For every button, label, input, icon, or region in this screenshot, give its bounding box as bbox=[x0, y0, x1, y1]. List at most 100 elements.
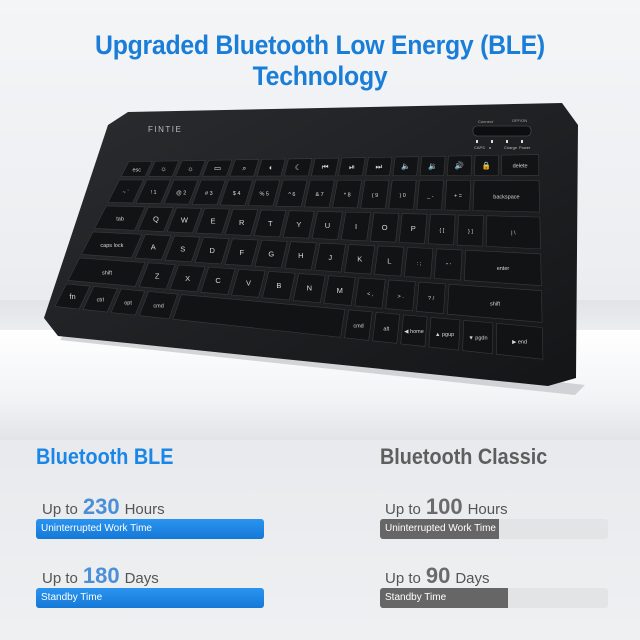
prefix: Up to bbox=[385, 570, 421, 587]
key-home[interactable] bbox=[400, 314, 428, 347]
key-f[interactable] bbox=[224, 238, 259, 267]
key-6[interactable] bbox=[276, 179, 308, 208]
key-r[interactable] bbox=[224, 208, 259, 236]
key-y[interactable] bbox=[282, 210, 315, 239]
key-alt[interactable] bbox=[372, 311, 401, 344]
key-s[interactable] bbox=[164, 235, 201, 263]
key-label: % 5 bbox=[260, 191, 269, 197]
key-[interactable] bbox=[338, 157, 366, 177]
key-label: N bbox=[307, 284, 312, 293]
key-label: ? / bbox=[428, 296, 435, 302]
key-backspace[interactable] bbox=[472, 179, 540, 213]
page-title: Upgraded Bluetooth Low Energy (BLE) Tech… bbox=[95, 30, 545, 91]
key-[interactable] bbox=[456, 214, 484, 247]
key-end[interactable] bbox=[495, 323, 544, 360]
key-n[interactable] bbox=[292, 273, 326, 304]
key-tab[interactable] bbox=[94, 205, 146, 231]
key-b[interactable] bbox=[261, 271, 296, 301]
key-cmd[interactable] bbox=[138, 291, 179, 320]
key-0[interactable] bbox=[388, 179, 417, 210]
key-7[interactable] bbox=[304, 179, 335, 208]
key-9[interactable] bbox=[360, 179, 390, 209]
key-x[interactable] bbox=[169, 264, 206, 293]
key-[interactable] bbox=[365, 156, 393, 177]
key-label: fn bbox=[69, 292, 75, 301]
key-3[interactable] bbox=[191, 179, 226, 206]
bar-label: Uninterrupted Work Time bbox=[41, 523, 152, 534]
key-[interactable] bbox=[392, 156, 419, 176]
key-[interactable] bbox=[229, 159, 260, 177]
key-g[interactable] bbox=[254, 239, 288, 269]
key-[interactable] bbox=[202, 159, 233, 177]
key-[interactable] bbox=[444, 179, 472, 211]
key-label: B bbox=[276, 281, 281, 290]
key-label: caps lock bbox=[100, 243, 123, 249]
key-w[interactable] bbox=[166, 207, 202, 234]
key-a[interactable] bbox=[134, 234, 172, 261]
indicator-light bbox=[476, 140, 478, 143]
key-4[interactable] bbox=[219, 179, 253, 206]
key-q[interactable] bbox=[137, 206, 174, 232]
key-[interactable] bbox=[256, 158, 286, 177]
key-m[interactable] bbox=[323, 275, 356, 306]
key-space[interactable] bbox=[172, 294, 346, 338]
key-delete[interactable] bbox=[501, 154, 540, 176]
key-8[interactable] bbox=[332, 179, 362, 209]
key-[interactable] bbox=[416, 281, 446, 315]
key-shift[interactable] bbox=[67, 257, 146, 287]
key-[interactable] bbox=[427, 213, 456, 246]
key-l[interactable] bbox=[374, 245, 405, 277]
key-e[interactable] bbox=[195, 208, 230, 235]
key-label: ~ ` bbox=[123, 190, 130, 196]
key-[interactable] bbox=[385, 279, 416, 312]
key-c[interactable] bbox=[200, 266, 236, 295]
classic-standby-line: Up to 90 Days bbox=[385, 563, 490, 589]
key-fn[interactable] bbox=[54, 283, 91, 310]
key-pgdn[interactable] bbox=[462, 320, 494, 355]
key-label: I bbox=[355, 222, 357, 231]
key-k[interactable] bbox=[344, 244, 375, 275]
key-capslock[interactable] bbox=[80, 231, 143, 259]
key-h[interactable] bbox=[284, 241, 317, 271]
key-ctrl[interactable] bbox=[82, 286, 118, 313]
key-1[interactable] bbox=[135, 179, 172, 204]
key-[interactable] bbox=[485, 215, 541, 250]
key-label: $ 4 bbox=[233, 191, 241, 197]
key-[interactable] bbox=[175, 160, 206, 177]
key-z[interactable] bbox=[138, 262, 176, 290]
key-[interactable] bbox=[107, 179, 144, 204]
key-[interactable] bbox=[419, 155, 446, 176]
key-[interactable] bbox=[446, 155, 473, 176]
key-enter[interactable] bbox=[463, 249, 542, 286]
key-label: > . bbox=[398, 294, 405, 300]
key-[interactable] bbox=[416, 179, 444, 211]
classic-work-bar: Uninterrupted Work Time bbox=[380, 519, 608, 539]
key-label: < , bbox=[367, 291, 374, 297]
key-u[interactable] bbox=[311, 211, 343, 240]
key-cmd[interactable] bbox=[344, 309, 373, 341]
key-2[interactable] bbox=[163, 179, 199, 205]
key-[interactable] bbox=[404, 247, 434, 279]
key-t[interactable] bbox=[253, 209, 287, 238]
key-label: @ 2 bbox=[176, 190, 186, 196]
key-opt[interactable] bbox=[110, 288, 146, 316]
key-d[interactable] bbox=[194, 237, 230, 265]
key-shift[interactable] bbox=[447, 283, 543, 323]
key-[interactable] bbox=[474, 154, 499, 176]
key-esc[interactable] bbox=[120, 161, 153, 177]
key-p[interactable] bbox=[398, 213, 428, 244]
key-[interactable] bbox=[434, 248, 463, 281]
key-v[interactable] bbox=[231, 268, 266, 298]
key-[interactable] bbox=[354, 277, 386, 309]
key-i[interactable] bbox=[340, 211, 371, 242]
key-j[interactable] bbox=[314, 242, 346, 273]
key-pgup[interactable] bbox=[428, 316, 461, 351]
key-5[interactable] bbox=[247, 179, 281, 207]
key-label: ! 1 bbox=[150, 190, 156, 196]
key-[interactable] bbox=[311, 157, 339, 177]
key-[interactable] bbox=[147, 160, 180, 177]
power-switch[interactable] bbox=[472, 125, 532, 137]
key-o[interactable] bbox=[369, 212, 400, 243]
key-[interactable] bbox=[283, 158, 313, 177]
